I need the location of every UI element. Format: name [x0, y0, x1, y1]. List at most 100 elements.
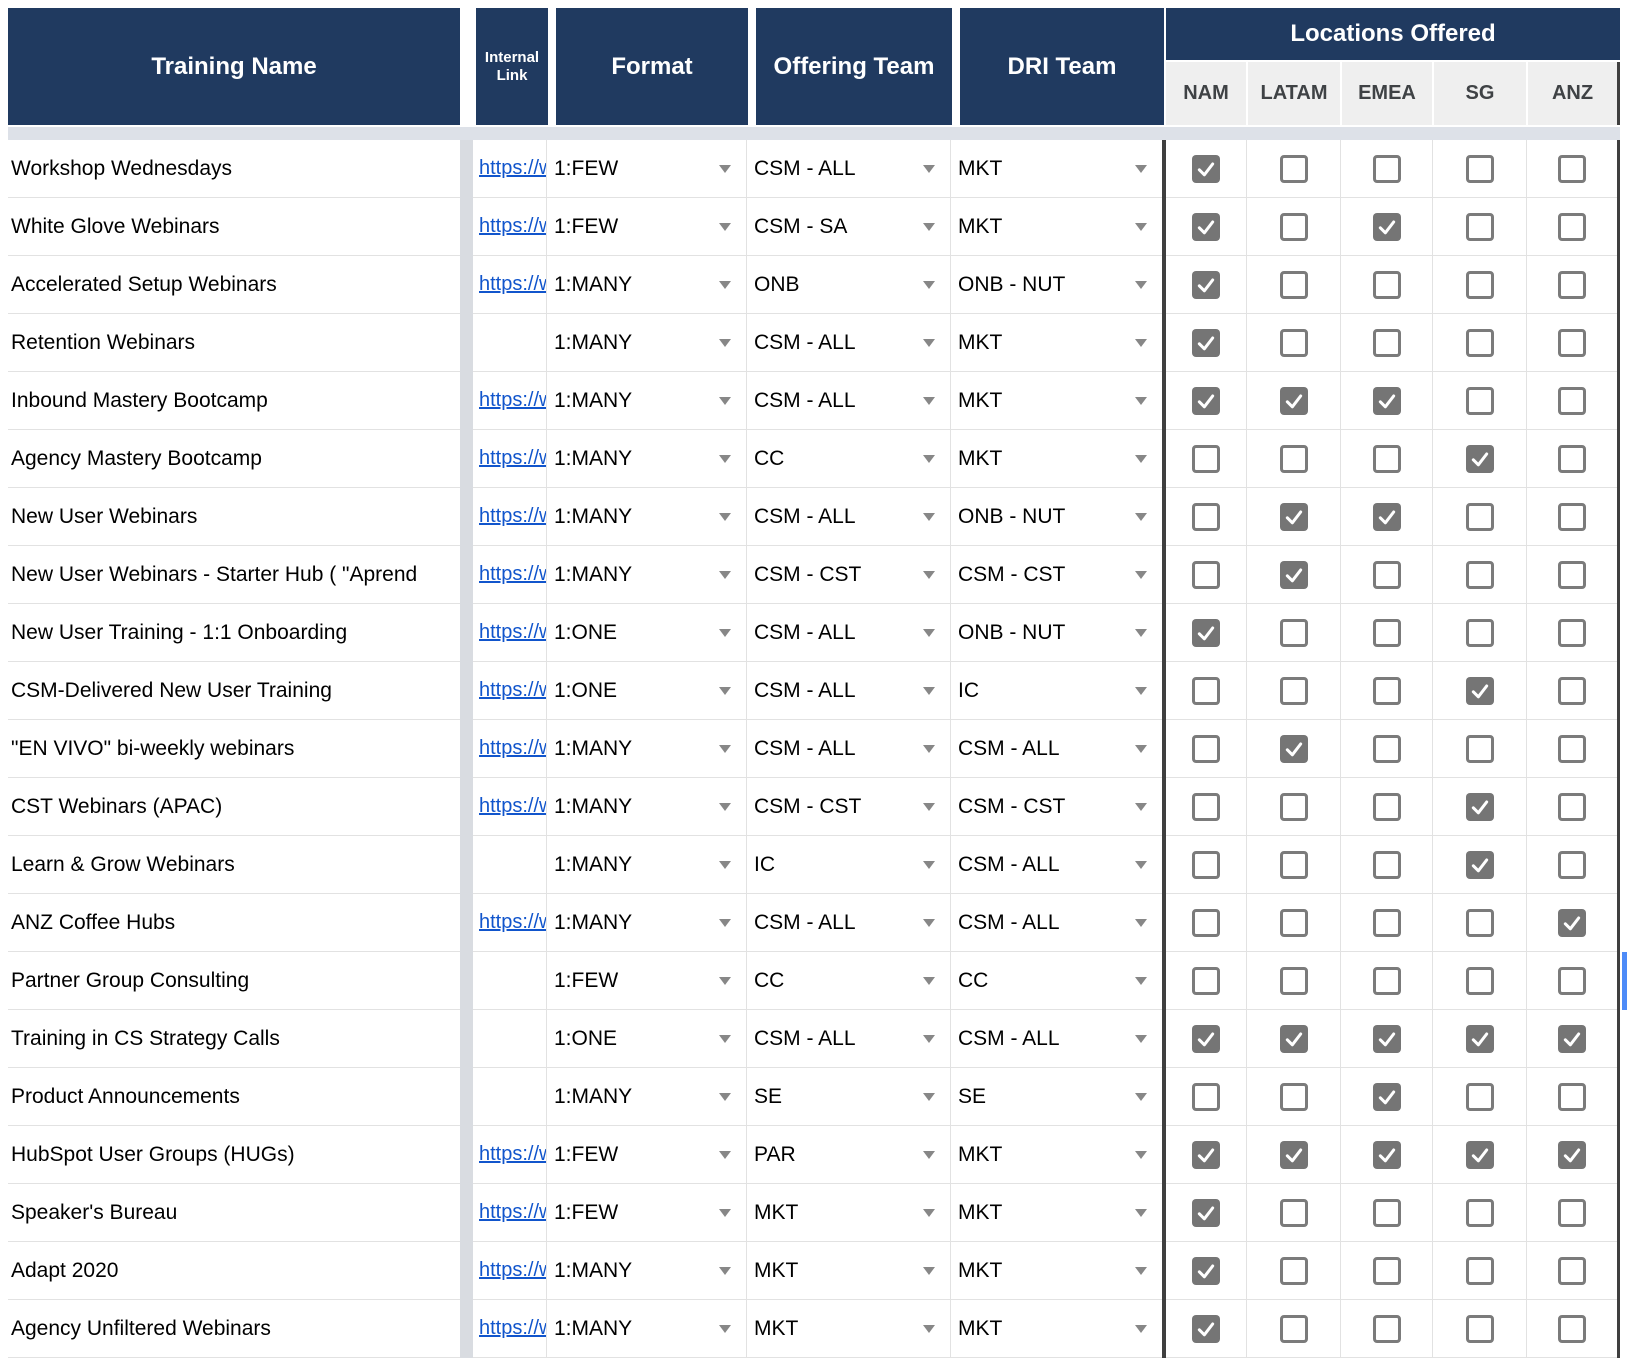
- unchecked-checkbox-sg[interactable]: [1466, 735, 1494, 763]
- offering-team-dropdown-cell[interactable]: CSM - ALL: [746, 488, 950, 546]
- offering-team-dropdown-cell[interactable]: CSM - ALL: [746, 720, 950, 778]
- internal-link[interactable]: https://w: [479, 621, 546, 644]
- format-dropdown-cell[interactable]: 1:ONE: [546, 1010, 746, 1068]
- unchecked-checkbox-latam[interactable]: [1280, 851, 1308, 879]
- offering-team-dropdown-cell[interactable]: CC: [746, 952, 950, 1010]
- unchecked-checkbox-latam[interactable]: [1280, 967, 1308, 995]
- unchecked-checkbox-emea[interactable]: [1373, 329, 1401, 357]
- training-name-cell[interactable]: Agency Mastery Bootcamp: [8, 430, 460, 488]
- unchecked-checkbox-emea[interactable]: [1373, 793, 1401, 821]
- offering-team-dropdown-cell[interactable]: CSM - ALL: [746, 662, 950, 720]
- unchecked-checkbox-sg[interactable]: [1466, 387, 1494, 415]
- unchecked-checkbox-latam[interactable]: [1280, 445, 1308, 473]
- internal-link-cell[interactable]: https://w: [473, 256, 546, 314]
- offering-team-dropdown-cell[interactable]: CSM - ALL: [746, 1010, 950, 1068]
- unchecked-checkbox-emea[interactable]: [1373, 677, 1401, 705]
- offering-team-dropdown-cell[interactable]: MKT: [746, 1242, 950, 1300]
- unchecked-checkbox-anz[interactable]: [1558, 445, 1586, 473]
- offering-team-dropdown-cell[interactable]: SE: [746, 1068, 950, 1126]
- internal-link[interactable]: https://w: [479, 1259, 546, 1282]
- internal-link-cell[interactable]: [473, 1068, 546, 1126]
- unchecked-checkbox-anz[interactable]: [1558, 793, 1586, 821]
- internal-link-cell[interactable]: https://w: [473, 488, 546, 546]
- offering-team-dropdown-cell[interactable]: CSM - ALL: [746, 894, 950, 952]
- unchecked-checkbox-latam[interactable]: [1280, 1083, 1308, 1111]
- checked-checkbox-sg[interactable]: [1466, 793, 1494, 821]
- dri-team-dropdown-cell[interactable]: MKT: [950, 140, 1162, 198]
- unchecked-checkbox-latam[interactable]: [1280, 909, 1308, 937]
- offering-team-dropdown-cell[interactable]: CSM - SA: [746, 198, 950, 256]
- dri-team-dropdown-cell[interactable]: IC: [950, 662, 1162, 720]
- unchecked-checkbox-emea[interactable]: [1373, 445, 1401, 473]
- checked-checkbox-nam[interactable]: [1192, 387, 1220, 415]
- dri-team-dropdown-cell[interactable]: SE: [950, 1068, 1162, 1126]
- checked-checkbox-latam[interactable]: [1280, 1025, 1308, 1053]
- training-name-cell[interactable]: "EN VIVO" bi-weekly webinars: [8, 720, 460, 778]
- dri-team-dropdown-cell[interactable]: ONB - NUT: [950, 488, 1162, 546]
- unchecked-checkbox-sg[interactable]: [1466, 619, 1494, 647]
- format-dropdown-cell[interactable]: 1:MANY: [546, 836, 746, 894]
- offering-team-dropdown-cell[interactable]: PAR: [746, 1126, 950, 1184]
- format-dropdown-cell[interactable]: 1:MANY: [546, 778, 746, 836]
- checked-checkbox-emea[interactable]: [1373, 503, 1401, 531]
- internal-link-cell[interactable]: [473, 314, 546, 372]
- unchecked-checkbox-emea[interactable]: [1373, 271, 1401, 299]
- training-name-cell[interactable]: White Glove Webinars: [8, 198, 460, 256]
- unchecked-checkbox-latam[interactable]: [1280, 1257, 1308, 1285]
- unchecked-checkbox-emea[interactable]: [1373, 967, 1401, 995]
- unchecked-checkbox-emea[interactable]: [1373, 1315, 1401, 1343]
- checked-checkbox-nam[interactable]: [1192, 1025, 1220, 1053]
- unchecked-checkbox-sg[interactable]: [1466, 155, 1494, 183]
- unchecked-checkbox-anz[interactable]: [1558, 561, 1586, 589]
- unchecked-checkbox-emea[interactable]: [1373, 1257, 1401, 1285]
- unchecked-checkbox-sg[interactable]: [1466, 561, 1494, 589]
- offering-team-dropdown-cell[interactable]: IC: [746, 836, 950, 894]
- unchecked-checkbox-anz[interactable]: [1558, 1083, 1586, 1111]
- internal-link[interactable]: https://w: [479, 1143, 546, 1166]
- internal-link-cell[interactable]: https://w: [473, 198, 546, 256]
- training-name-cell[interactable]: HubSpot User Groups (HUGs): [8, 1126, 460, 1184]
- unchecked-checkbox-sg[interactable]: [1466, 1315, 1494, 1343]
- offering-team-dropdown-cell[interactable]: CSM - CST: [746, 546, 950, 604]
- format-dropdown-cell[interactable]: 1:FEW: [546, 952, 746, 1010]
- unchecked-checkbox-anz[interactable]: [1558, 155, 1586, 183]
- unchecked-checkbox-anz[interactable]: [1558, 1199, 1586, 1227]
- internal-link[interactable]: https://w: [479, 911, 546, 934]
- training-name-cell[interactable]: Accelerated Setup Webinars: [8, 256, 460, 314]
- checked-checkbox-latam[interactable]: [1280, 561, 1308, 589]
- internal-link-cell[interactable]: https://w: [473, 894, 546, 952]
- internal-link-cell[interactable]: https://w: [473, 720, 546, 778]
- unchecked-checkbox-nam[interactable]: [1192, 793, 1220, 821]
- internal-link-cell[interactable]: https://w: [473, 372, 546, 430]
- unchecked-checkbox-anz[interactable]: [1558, 213, 1586, 241]
- training-name-cell[interactable]: Inbound Mastery Bootcamp: [8, 372, 460, 430]
- unchecked-checkbox-sg[interactable]: [1466, 213, 1494, 241]
- dri-team-dropdown-cell[interactable]: MKT: [950, 198, 1162, 256]
- dri-team-dropdown-cell[interactable]: CSM - ALL: [950, 836, 1162, 894]
- unchecked-checkbox-latam[interactable]: [1280, 155, 1308, 183]
- checked-checkbox-latam[interactable]: [1280, 735, 1308, 763]
- unchecked-checkbox-latam[interactable]: [1280, 329, 1308, 357]
- internal-link[interactable]: https://w: [479, 1201, 546, 1224]
- unchecked-checkbox-sg[interactable]: [1466, 329, 1494, 357]
- offering-team-dropdown-cell[interactable]: ONB: [746, 256, 950, 314]
- unchecked-checkbox-anz[interactable]: [1558, 503, 1586, 531]
- checked-checkbox-nam[interactable]: [1192, 1199, 1220, 1227]
- checked-checkbox-emea[interactable]: [1373, 1083, 1401, 1111]
- format-dropdown-cell[interactable]: 1:MANY: [546, 894, 746, 952]
- unchecked-checkbox-anz[interactable]: [1558, 329, 1586, 357]
- format-dropdown-cell[interactable]: 1:FEW: [546, 1126, 746, 1184]
- internal-link[interactable]: https://w: [479, 737, 546, 760]
- checked-checkbox-sg[interactable]: [1466, 677, 1494, 705]
- unchecked-checkbox-nam[interactable]: [1192, 909, 1220, 937]
- unchecked-checkbox-anz[interactable]: [1558, 851, 1586, 879]
- unchecked-checkbox-anz[interactable]: [1558, 1257, 1586, 1285]
- checked-checkbox-nam[interactable]: [1192, 1257, 1220, 1285]
- unchecked-checkbox-emea[interactable]: [1373, 909, 1401, 937]
- unchecked-checkbox-nam[interactable]: [1192, 677, 1220, 705]
- internal-link-cell[interactable]: https://w: [473, 778, 546, 836]
- training-name-cell[interactable]: Agency Unfiltered Webinars: [8, 1300, 460, 1358]
- checked-checkbox-anz[interactable]: [1558, 909, 1586, 937]
- unchecked-checkbox-emea[interactable]: [1373, 1199, 1401, 1227]
- internal-link-cell[interactable]: https://w: [473, 430, 546, 488]
